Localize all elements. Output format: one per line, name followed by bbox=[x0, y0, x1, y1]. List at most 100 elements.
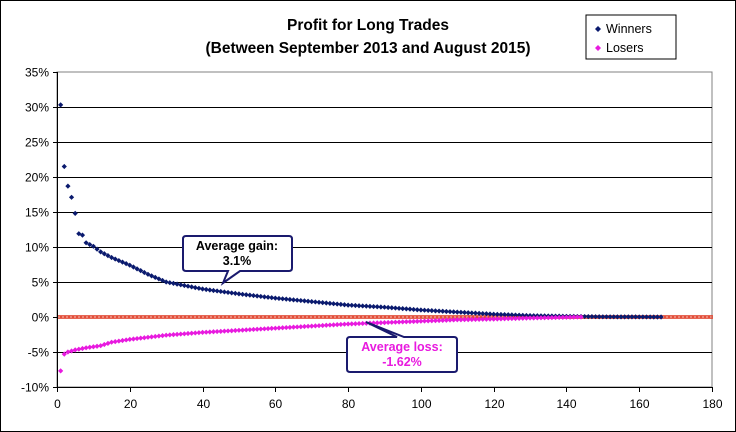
data-point bbox=[545, 315, 551, 321]
zero-line-marker bbox=[373, 315, 377, 319]
data-point bbox=[101, 251, 107, 257]
zero-line-marker bbox=[405, 315, 409, 319]
legend-marker-losers bbox=[595, 45, 601, 51]
data-point bbox=[334, 301, 340, 307]
data-point bbox=[214, 328, 220, 335]
average-gain-label: Average gain: bbox=[196, 239, 278, 253]
legend-box bbox=[585, 14, 677, 60]
zero-line-marker bbox=[309, 315, 313, 319]
data-point bbox=[199, 286, 206, 292]
data-point bbox=[411, 318, 417, 325]
data-point bbox=[654, 314, 661, 320]
zero-line-marker bbox=[225, 315, 229, 319]
data-point bbox=[491, 311, 497, 317]
data-point bbox=[108, 339, 115, 345]
data-point bbox=[341, 321, 348, 327]
data-point bbox=[320, 322, 326, 329]
data-point bbox=[105, 340, 111, 346]
data-point bbox=[389, 319, 395, 325]
chart-title-line2: (Between September 2013 and August 2015) bbox=[205, 40, 530, 57]
data-point bbox=[305, 298, 311, 304]
zero-line-marker bbox=[181, 315, 185, 319]
zero-line-marker bbox=[257, 315, 261, 319]
data-point bbox=[90, 243, 96, 249]
zero-line-marker bbox=[177, 315, 181, 319]
legend: Winners Losers bbox=[585, 14, 677, 60]
zero-line-marker bbox=[145, 315, 149, 319]
zero-line-marker bbox=[85, 315, 89, 319]
data-point bbox=[134, 266, 140, 272]
data-point bbox=[138, 268, 144, 274]
data-point bbox=[243, 327, 249, 333]
zero-line-marker bbox=[157, 315, 161, 319]
average-loss-callout: Average loss: -1.62% bbox=[346, 321, 458, 373]
data-point bbox=[436, 308, 442, 314]
data-point bbox=[178, 331, 184, 337]
data-point bbox=[298, 297, 304, 304]
data-point bbox=[440, 308, 446, 314]
data-point bbox=[447, 317, 453, 323]
data-point bbox=[221, 328, 227, 334]
data-point bbox=[505, 316, 511, 322]
data-point bbox=[290, 324, 297, 330]
data-point bbox=[68, 348, 75, 354]
data-point bbox=[607, 314, 613, 320]
data-point bbox=[116, 338, 122, 344]
zero-line-marker bbox=[121, 315, 125, 319]
data-point bbox=[367, 303, 373, 309]
data-point bbox=[483, 311, 489, 317]
data-point bbox=[589, 314, 595, 320]
data-point bbox=[505, 312, 511, 318]
zero-line-marker bbox=[685, 315, 689, 319]
data-point bbox=[327, 300, 333, 306]
data-point bbox=[269, 295, 275, 301]
x-tick-label: 120 bbox=[484, 397, 504, 411]
data-point bbox=[341, 302, 348, 308]
zero-line-marker bbox=[237, 315, 241, 319]
data-point bbox=[498, 311, 504, 318]
data-point bbox=[400, 319, 406, 325]
data-point bbox=[494, 311, 500, 317]
data-point bbox=[174, 331, 180, 337]
data-point bbox=[232, 290, 238, 297]
data-point bbox=[87, 344, 93, 350]
data-point bbox=[501, 312, 508, 318]
data-point bbox=[352, 321, 358, 327]
data-point bbox=[214, 288, 220, 294]
data-point bbox=[323, 300, 329, 306]
series-winners bbox=[58, 102, 664, 320]
data-point bbox=[203, 329, 209, 335]
data-point bbox=[119, 337, 126, 344]
zero-line-marker bbox=[137, 315, 141, 319]
legend-label-losers: Losers bbox=[606, 41, 644, 55]
data-point bbox=[105, 253, 111, 259]
data-point bbox=[258, 326, 264, 332]
data-point bbox=[280, 325, 286, 331]
data-point bbox=[207, 329, 213, 335]
data-point bbox=[280, 296, 286, 302]
data-point bbox=[476, 310, 482, 316]
data-point bbox=[316, 323, 322, 329]
zero-line-marker bbox=[369, 315, 373, 319]
data-point bbox=[192, 330, 198, 336]
data-point bbox=[400, 306, 406, 312]
data-point bbox=[534, 315, 540, 321]
data-point bbox=[458, 309, 464, 315]
data-point bbox=[258, 293, 264, 300]
data-point bbox=[163, 279, 169, 285]
data-point bbox=[261, 294, 268, 300]
data-point bbox=[549, 315, 555, 321]
y-tick-label: 25% bbox=[25, 136, 49, 150]
data-point bbox=[414, 307, 420, 313]
zero-line-marker bbox=[117, 315, 121, 319]
data-point bbox=[94, 246, 100, 252]
data-point bbox=[381, 304, 388, 310]
data-point bbox=[527, 315, 533, 321]
zero-line-marker bbox=[65, 315, 69, 319]
data-point bbox=[512, 315, 519, 322]
data-point bbox=[79, 345, 86, 352]
data-point bbox=[403, 319, 409, 325]
data-point bbox=[440, 317, 446, 323]
data-point bbox=[149, 334, 155, 340]
zero-line-marker bbox=[417, 315, 421, 319]
